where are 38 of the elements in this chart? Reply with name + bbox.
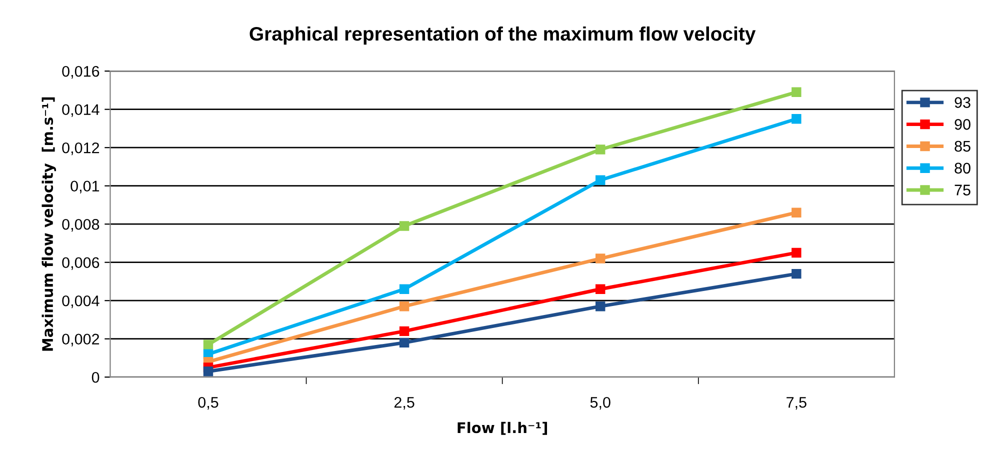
x-tick-label: 0,5 xyxy=(198,396,218,410)
point xyxy=(203,340,214,350)
y-tick-label: 0,006 xyxy=(62,257,100,270)
legend-label: 93 xyxy=(954,97,970,108)
y-axis-title: Maximum flow velocity [m.s⁻¹] xyxy=(42,97,56,351)
y-tick-label: 0,004 xyxy=(62,295,100,308)
point xyxy=(596,301,606,312)
point xyxy=(596,175,606,185)
x-tick-label: 5,0 xyxy=(590,396,610,410)
y-tick-label: 0,012 xyxy=(62,142,100,156)
chart-title: Graphical representation of the maximum flow velocity xyxy=(250,26,756,45)
point xyxy=(792,248,802,258)
point xyxy=(399,221,410,231)
x-axis-title: Flow [l.h⁻¹] xyxy=(458,422,548,435)
legend-label: 90 xyxy=(954,119,970,130)
point xyxy=(596,284,606,294)
point xyxy=(399,284,410,294)
x-tick-label: 2,5 xyxy=(394,396,414,410)
y-tick-label: 0,002 xyxy=(62,334,100,346)
x-tick-label: 7,5 xyxy=(786,397,806,410)
legend-label: 85 xyxy=(954,140,970,152)
y-tick-label: 0,008 xyxy=(62,218,100,232)
point xyxy=(792,208,802,218)
point xyxy=(596,144,606,154)
point xyxy=(399,301,410,312)
legend-label: 80 xyxy=(954,162,970,174)
y-tick-label: 0,01 xyxy=(70,180,100,194)
point xyxy=(792,87,802,97)
y-tick-label: 0,016 xyxy=(62,66,100,79)
point xyxy=(399,326,410,336)
point xyxy=(596,254,606,264)
y-tick-label: 0,014 xyxy=(62,104,100,117)
y-tick-label: 0 xyxy=(92,372,100,383)
legend-label: 75 xyxy=(954,184,970,196)
point xyxy=(203,366,214,376)
point xyxy=(399,338,410,348)
point xyxy=(792,114,802,124)
point xyxy=(792,268,802,279)
